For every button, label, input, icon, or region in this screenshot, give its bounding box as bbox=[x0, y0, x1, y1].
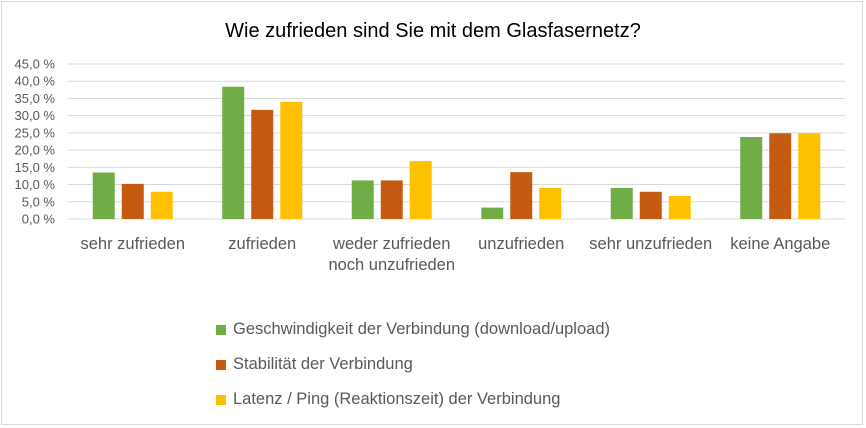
bar-3-2 bbox=[280, 101, 303, 219]
bar-2-3 bbox=[380, 180, 403, 219]
bar-2-1 bbox=[121, 183, 144, 219]
bar-2-4 bbox=[510, 172, 533, 219]
bar-3-4 bbox=[539, 188, 562, 219]
legend-label: Stabilität der Verbindung bbox=[233, 355, 413, 373]
chart-title: Wie zufrieden sind Sie mit dem Glasfaser… bbox=[225, 20, 641, 42]
bar-2-6 bbox=[769, 133, 792, 219]
legend-entry: Stabilität der Verbindung bbox=[216, 355, 413, 374]
x-category-label: keine Angabe bbox=[730, 235, 831, 253]
bar-3-5 bbox=[668, 195, 691, 219]
y-tick-label: 0,0 % bbox=[22, 212, 56, 227]
bar-3-6 bbox=[798, 133, 821, 219]
bar-1-4 bbox=[481, 207, 504, 219]
bar-3-3 bbox=[409, 161, 432, 219]
legend-label: Geschwindigkeit der Verbindung (download… bbox=[233, 320, 610, 338]
bar-3-1 bbox=[150, 191, 173, 219]
bar-2-5 bbox=[639, 191, 662, 219]
y-tick-label: 25,0 % bbox=[15, 125, 56, 140]
bar-1-1 bbox=[92, 172, 115, 219]
legend-label: Latenz / Ping (Reaktionszeit) der Verbin… bbox=[233, 390, 561, 408]
y-tick-label: 35,0 % bbox=[15, 91, 56, 106]
y-tick-label: 40,0 % bbox=[15, 74, 56, 89]
y-tick-label: 15,0 % bbox=[15, 160, 56, 175]
y-tick-label: 5,0 % bbox=[22, 194, 56, 209]
y-tick-label: 30,0 % bbox=[15, 108, 56, 123]
x-category-label: unzufrieden bbox=[478, 235, 565, 253]
x-category-label: sehr zufrieden bbox=[80, 235, 186, 253]
y-tick-label: 45,0 % bbox=[15, 57, 56, 72]
bar-1-6 bbox=[740, 137, 763, 219]
legend-entry: Latenz / Ping (Reaktionszeit) der Verbin… bbox=[216, 390, 560, 409]
legend-swatch bbox=[216, 324, 226, 335]
x-category-label: sehr unzufrieden bbox=[589, 235, 713, 253]
y-tick-label: 20,0 % bbox=[15, 143, 56, 158]
bar-1-5 bbox=[610, 188, 633, 219]
bar-2-2 bbox=[251, 109, 274, 219]
bar-1-2 bbox=[222, 86, 245, 219]
legend-swatch bbox=[216, 394, 226, 405]
legend-swatch bbox=[216, 359, 226, 370]
x-category-label: zufrieden bbox=[228, 235, 297, 253]
y-tick-label: 10,0 % bbox=[15, 177, 56, 192]
legend-entry: Geschwindigkeit der Verbindung (download… bbox=[216, 320, 610, 339]
x-category-label: weder zufrieden noch unzufrieden bbox=[328, 235, 456, 274]
bar-1-3 bbox=[351, 180, 374, 219]
